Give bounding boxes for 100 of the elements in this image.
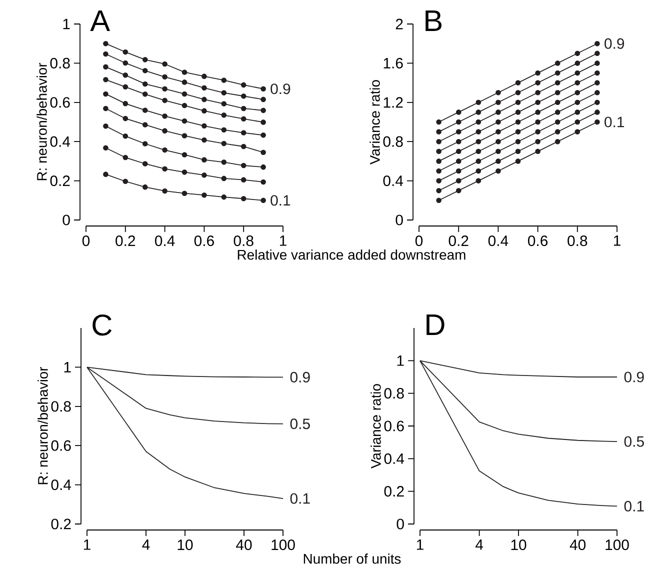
point	[260, 150, 266, 156]
point	[221, 127, 227, 132]
y-tick-label: 1	[64, 362, 71, 372]
x-tick-label: 1	[84, 540, 90, 550]
point	[574, 80, 580, 86]
point	[594, 110, 600, 115]
point	[436, 198, 442, 204]
point	[515, 138, 521, 144]
point	[122, 84, 128, 90]
x-tick-label: 1	[614, 236, 620, 246]
point	[574, 129, 580, 134]
y-axis-title: R: neuron/behavior	[38, 366, 48, 484]
y-tick-label: 0	[62, 214, 70, 226]
point	[221, 90, 227, 96]
x-tick-label: 0.2	[448, 236, 468, 246]
point	[182, 190, 188, 196]
point	[260, 198, 266, 204]
x-tick-label: 1	[416, 540, 424, 550]
point	[221, 101, 227, 106]
point	[142, 81, 148, 87]
point	[456, 138, 462, 144]
point	[456, 188, 462, 194]
chart-title: C	[92, 314, 112, 336]
point	[456, 110, 462, 115]
point	[103, 51, 108, 57]
point	[122, 178, 128, 184]
point	[535, 138, 540, 144]
point	[122, 72, 128, 78]
point	[162, 166, 168, 172]
point	[162, 128, 168, 134]
point	[162, 147, 168, 153]
point	[594, 80, 600, 86]
series-label: 0.5	[624, 436, 644, 447]
point	[240, 196, 246, 202]
y-tick-label: 0.6	[50, 97, 70, 108]
point	[554, 80, 560, 86]
point	[515, 158, 521, 164]
point	[162, 113, 168, 119]
point	[476, 148, 482, 154]
x-tick-label: 100	[272, 540, 295, 550]
point	[535, 80, 540, 86]
point	[103, 106, 108, 112]
point	[535, 148, 540, 154]
point	[122, 49, 128, 55]
point	[122, 154, 128, 160]
point	[162, 61, 168, 67]
point	[554, 138, 560, 144]
point	[476, 100, 482, 106]
point	[142, 92, 148, 97]
chart-title: A	[90, 10, 110, 32]
y-tick-label: 0.4	[51, 480, 72, 490]
point	[554, 70, 560, 76]
point	[260, 108, 266, 114]
x-tick-label: 0	[82, 236, 90, 246]
x-tick-label: 40	[570, 540, 586, 550]
x-tick-label: 0	[415, 236, 423, 246]
point	[515, 80, 521, 86]
point	[594, 100, 600, 106]
y-tick-label: 0.8	[50, 58, 70, 68]
point	[202, 85, 207, 91]
x-tick-label: 0.8	[568, 236, 588, 246]
y-tick-label: 1	[63, 18, 70, 30]
point	[202, 74, 207, 79]
point	[103, 77, 108, 82]
point	[182, 170, 188, 175]
point	[240, 106, 246, 112]
x-tick-label: 0.6	[528, 236, 548, 246]
point	[202, 137, 207, 143]
point	[554, 119, 560, 125]
y-tick-label: 0	[396, 518, 404, 530]
y-tick-label: 0.4	[383, 176, 404, 186]
y-tick-label: 0.2	[384, 486, 404, 497]
y-tick-label: 0.8	[383, 136, 403, 147]
series-label: 0.1	[624, 500, 644, 512]
point	[594, 50, 600, 56]
point	[182, 118, 188, 124]
point	[496, 119, 501, 125]
point	[182, 70, 188, 75]
point	[122, 60, 128, 66]
point	[142, 122, 148, 128]
point	[260, 164, 266, 170]
x-tick-label: 40	[236, 540, 252, 550]
y-tick-label: 0.4	[384, 453, 404, 464]
point	[260, 96, 266, 102]
point	[535, 70, 540, 76]
point	[535, 100, 540, 106]
point	[594, 40, 600, 46]
point	[202, 123, 207, 129]
point	[202, 157, 207, 162]
point	[496, 129, 501, 134]
point	[476, 158, 482, 164]
point	[476, 119, 482, 125]
point	[182, 133, 188, 138]
x-tick-label: 10	[511, 540, 526, 550]
series-label: 0.1	[270, 195, 290, 206]
point	[202, 172, 207, 178]
point	[535, 90, 540, 96]
x-tick-label: 1	[280, 236, 286, 246]
point	[496, 100, 501, 106]
point	[182, 152, 188, 158]
